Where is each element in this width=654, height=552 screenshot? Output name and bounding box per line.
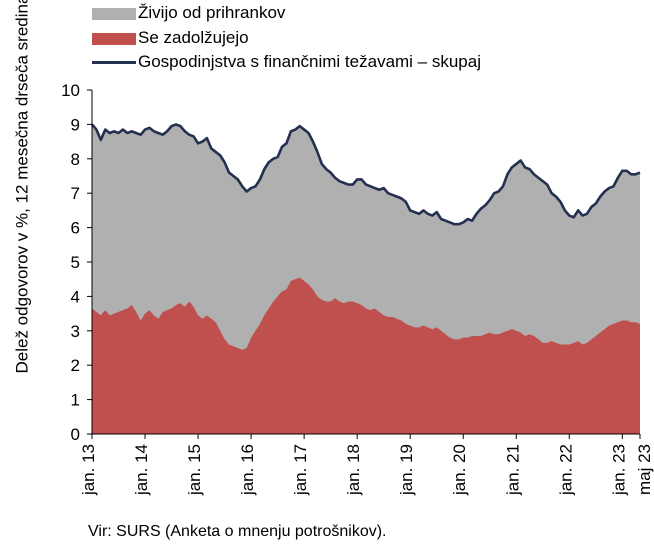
legend-swatch-total (92, 61, 136, 64)
x-tick-label: jan. 19 (397, 444, 416, 496)
line-total (91, 123, 641, 226)
legend-swatch-borrowing (92, 33, 136, 45)
y-tick-label: 5 (71, 253, 80, 272)
y-tick-label: 3 (71, 322, 80, 341)
y-tick-label: 4 (71, 287, 80, 306)
area-borrowing (92, 277, 640, 434)
x-tick-label: jan. 14 (132, 444, 151, 496)
x-tick-label: jan. 13 (79, 444, 98, 496)
x-tick-label: jan. 16 (238, 444, 257, 496)
legend-label-total: Gospodinjstva s finančnimi težavami – sk… (138, 52, 481, 71)
legend-swatch-savings (92, 8, 136, 20)
y-tick-label: 7 (71, 184, 80, 203)
y-tick-label: 10 (61, 81, 80, 100)
x-tick-label: jan. 22 (556, 444, 575, 496)
x-tick-label: jan. 20 (450, 444, 469, 496)
x-tick-label: jan. 23 (609, 444, 628, 496)
x-tick-label: jan. 18 (344, 444, 363, 496)
y-tick-label: 8 (71, 150, 80, 169)
y-tick-label: 1 (71, 391, 80, 410)
y-tick-label: 2 (71, 356, 80, 375)
legend-label-savings: Živijo od prihrankov (138, 3, 286, 22)
y-tick-label: 0 (71, 425, 80, 444)
x-tick-label: jan. 21 (503, 444, 522, 496)
x-tick-label: maj 23 (635, 444, 654, 495)
source-note: Vir: SURS (Anketa o mnenju potrošnikov). (88, 523, 387, 540)
legend-label-borrowing: Se zadolžujejo (138, 28, 249, 47)
x-tick-label: jan. 17 (291, 444, 310, 496)
y-tick-label: 9 (71, 115, 80, 134)
y-tick-label: 6 (71, 219, 80, 238)
y-axis-title: Delež odgovorov v %, 12 mesečna drseča s… (12, 0, 32, 374)
x-tick-label: jan. 15 (185, 444, 204, 496)
